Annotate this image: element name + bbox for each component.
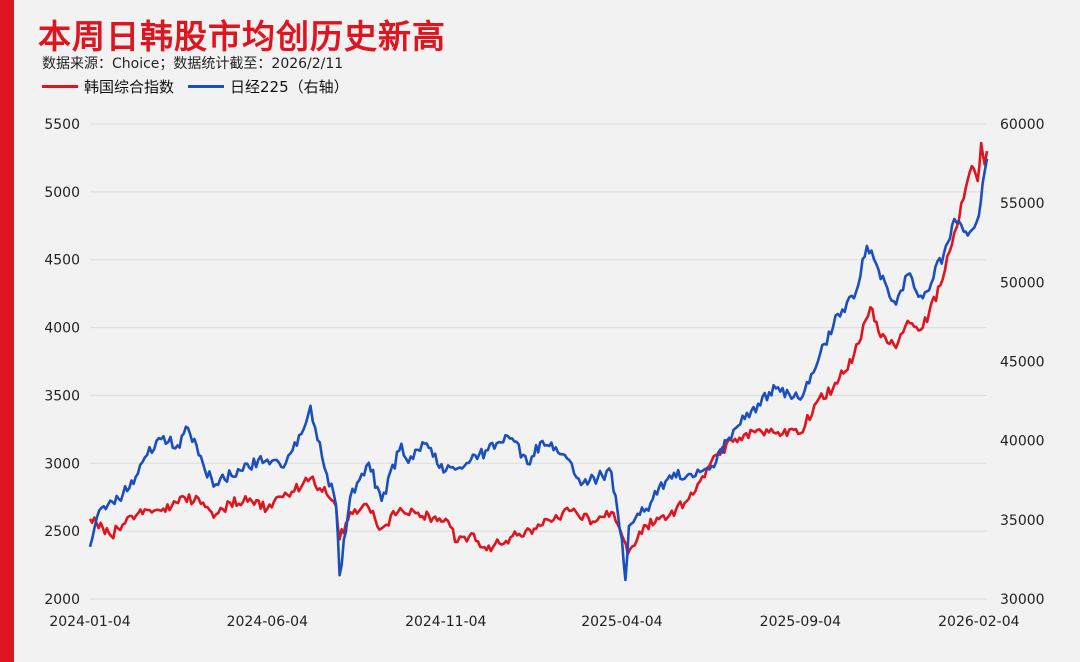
- right-tick-label: 35000: [1000, 513, 1045, 529]
- legend-swatch-nikkei: [188, 85, 225, 88]
- right-axis-ticks: 60000 55000 50000 45000 40000 35000 30000: [1000, 117, 1045, 608]
- legend-item-kospi: 韩国综合指数: [42, 76, 174, 97]
- nikkei-line: [88, 158, 989, 582]
- left-tick-label: 2000: [44, 592, 80, 608]
- right-tick-label: 60000: [1000, 117, 1045, 133]
- left-tick-label: 4500: [44, 253, 80, 269]
- chart-title: 本周日韩股市均创历史新高: [38, 17, 446, 56]
- legend-swatch-kospi: [42, 85, 78, 88]
- right-tick-label: 40000: [1000, 434, 1045, 450]
- kospi-line: [88, 141, 989, 556]
- x-tick-label: 2026-02-04: [938, 614, 1019, 630]
- left-tick-label: 3000: [44, 456, 80, 472]
- legend-label-nikkei: 日经225（右轴）: [230, 78, 349, 96]
- legend-label-kospi: 韩国综合指数: [84, 78, 175, 96]
- legend-item-nikkei: 日经225（右轴）: [188, 76, 349, 97]
- x-tick-label: 2024-06-04: [227, 614, 308, 630]
- left-tick-label: 5000: [44, 185, 80, 201]
- right-tick-label: 30000: [1000, 592, 1045, 608]
- left-tick-label: 4000: [44, 321, 80, 337]
- x-tick-label: 2025-04-04: [581, 614, 662, 630]
- left-axis-ticks: 5500 5000 4500 4000 3500 3000 2500 2000: [44, 117, 80, 608]
- x-axis-ticks: 2024-01-04 2024-06-04 2024-11-04 2025-04-04…: [49, 614, 1019, 630]
- chart-subtitle: 数据来源：Choice；数据统计截至：2026/2/11: [42, 56, 344, 72]
- right-tick-label: 45000: [1000, 355, 1045, 371]
- left-tick-label: 3500: [44, 388, 80, 404]
- gridlines: [90, 123, 987, 600]
- left-tick-label: 5500: [44, 117, 80, 133]
- x-tick-label: 2024-11-04: [405, 614, 486, 630]
- series-lines: [88, 141, 989, 582]
- x-tick-label: 2024-01-04: [49, 614, 130, 630]
- x-tick-label: 2025-09-04: [760, 614, 841, 630]
- right-tick-label: 50000: [1000, 275, 1045, 291]
- left-tick-label: 2500: [44, 524, 80, 540]
- right-tick-label: 55000: [1000, 196, 1045, 212]
- legend: 韩国综合指数 日经225（右轴）: [42, 76, 363, 97]
- accent-bar: [0, 0, 14, 662]
